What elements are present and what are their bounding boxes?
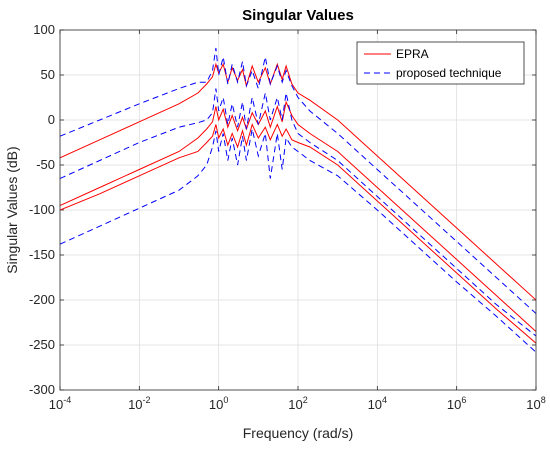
x-axis-label: Frequency (rad/s) bbox=[243, 425, 353, 441]
x-tick-label: 100 bbox=[209, 395, 228, 412]
y-tick-label: 100 bbox=[33, 22, 55, 37]
y-tick-label: -200 bbox=[29, 292, 55, 307]
x-tick-label: 102 bbox=[288, 395, 307, 412]
legend-label-epra: EPRA bbox=[396, 47, 429, 61]
x-tick-label: 10-4 bbox=[49, 395, 71, 412]
y-tick-label: -100 bbox=[29, 202, 55, 217]
legend: EPRA proposed technique bbox=[356, 41, 525, 85]
chart-title: Singular Values bbox=[242, 7, 354, 24]
series-line-proposed-3 bbox=[60, 128, 536, 353]
x-tick-labels: 10-4 10-2 100 102 104 106 108 bbox=[49, 395, 546, 412]
x-tick-label: 104 bbox=[368, 395, 387, 412]
series-lines bbox=[60, 47, 536, 353]
y-tick-label: -300 bbox=[29, 382, 55, 397]
y-tick-label: -50 bbox=[36, 157, 55, 172]
y-tick-label: -150 bbox=[29, 247, 55, 262]
series-line-epra-3 bbox=[60, 123, 536, 344]
series-line-proposed-1 bbox=[60, 47, 536, 315]
y-tick-label: -250 bbox=[29, 337, 55, 352]
x-tick-label: 108 bbox=[526, 395, 545, 412]
x-tick-label: 10-2 bbox=[128, 395, 150, 412]
y-tick-label: 50 bbox=[41, 67, 55, 82]
y-axis-label: Singular Values (dB) bbox=[4, 146, 20, 273]
x-tick-label: 106 bbox=[447, 395, 466, 412]
y-tick-label: 0 bbox=[48, 112, 55, 127]
legend-box bbox=[356, 41, 525, 85]
series-line-epra-2 bbox=[60, 100, 536, 333]
series-line-epra-1 bbox=[60, 62, 536, 301]
legend-label-proposed: proposed technique bbox=[396, 66, 502, 80]
series-line-proposed-2 bbox=[60, 88, 536, 337]
axes-box bbox=[59, 29, 537, 391]
y-tick-labels: 100 50 0 -50 -100 -150 -200 -250 -300 bbox=[29, 22, 55, 397]
